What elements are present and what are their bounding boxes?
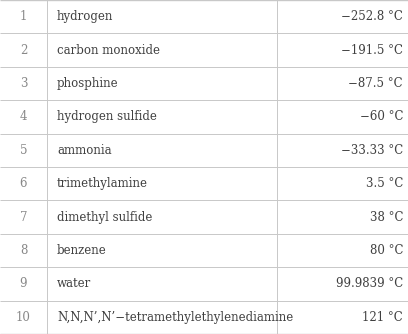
Text: 38 °C: 38 °C <box>370 211 403 223</box>
Text: 10: 10 <box>16 311 31 324</box>
Text: 121 °C: 121 °C <box>362 311 403 324</box>
Text: ammonia: ammonia <box>57 144 112 157</box>
Text: −252.8 °C: −252.8 °C <box>341 10 403 23</box>
Text: dimethyl sulfide: dimethyl sulfide <box>57 211 153 223</box>
Text: 8: 8 <box>20 244 27 257</box>
Text: 3: 3 <box>20 77 27 90</box>
Text: 9: 9 <box>20 278 27 290</box>
Text: 4: 4 <box>20 111 27 123</box>
Text: 5: 5 <box>20 144 27 157</box>
Text: water: water <box>57 278 91 290</box>
Text: 99.9839 °C: 99.9839 °C <box>336 278 403 290</box>
Text: benzene: benzene <box>57 244 107 257</box>
Text: −87.5 °C: −87.5 °C <box>348 77 403 90</box>
Text: N,N,N’,N’−tetramethylethylenediamine: N,N,N’,N’−tetramethylethylenediamine <box>57 311 293 324</box>
Text: 80 °C: 80 °C <box>370 244 403 257</box>
Text: 7: 7 <box>20 211 27 223</box>
Text: carbon monoxide: carbon monoxide <box>57 44 160 56</box>
Text: 1: 1 <box>20 10 27 23</box>
Text: 2: 2 <box>20 44 27 56</box>
Text: −191.5 °C: −191.5 °C <box>341 44 403 56</box>
Text: hydrogen: hydrogen <box>57 10 113 23</box>
Text: −33.33 °C: −33.33 °C <box>341 144 403 157</box>
Text: phosphine: phosphine <box>57 77 119 90</box>
Text: 6: 6 <box>20 177 27 190</box>
Text: −60 °C: −60 °C <box>359 111 403 123</box>
Text: trimethylamine: trimethylamine <box>57 177 148 190</box>
Text: 3.5 °C: 3.5 °C <box>366 177 403 190</box>
Text: hydrogen sulfide: hydrogen sulfide <box>57 111 157 123</box>
